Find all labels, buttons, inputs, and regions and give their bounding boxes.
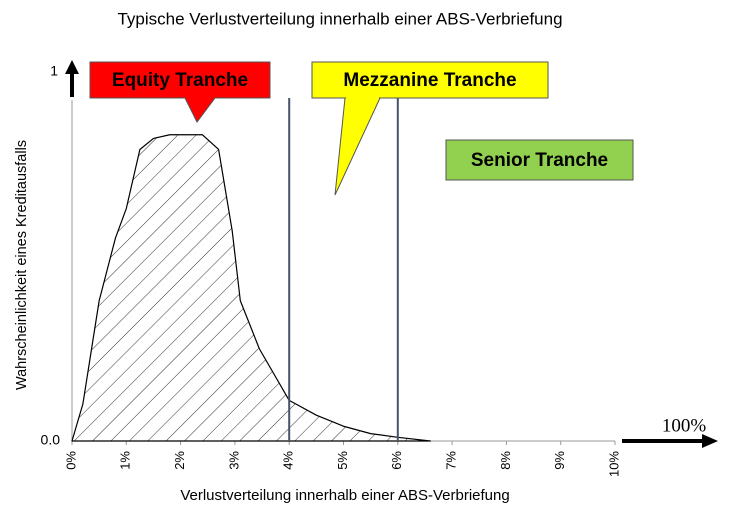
callout-text: Mezzanine Tranche [343, 70, 516, 91]
x-tick-label: 7% [444, 451, 459, 470]
y-tick-label: 0.0 [41, 432, 61, 448]
y-tick-label: 1 [50, 63, 58, 79]
callouts: Equity Tranche Mezzanine Tranche Senior Tr… [89, 61, 634, 196]
x-tick-label: 2% [172, 451, 187, 470]
x-axis-label: Verlustverteilung innerhalb einer ABS-Ve… [180, 487, 509, 504]
callout-text: Equity Tranche [112, 70, 248, 91]
x-tick-label: 3% [226, 451, 241, 470]
y-arrowhead [65, 60, 79, 74]
area [71, 134, 431, 442]
x-tick-label: 4% [281, 451, 296, 470]
y-axis-label: Wahrscheinlichkeit eines Kreditausfalls [14, 140, 30, 390]
x-tick-label: 1% [118, 451, 133, 470]
x-arrowhead [702, 434, 718, 448]
x-tick-label: 5% [335, 451, 350, 470]
x-end-label: 100% [662, 415, 707, 436]
callout-box [311, 61, 549, 99]
callout-box [89, 61, 271, 99]
callout-text: Senior Tranche [471, 150, 608, 171]
x-tick-label: 8% [498, 451, 513, 470]
x-tick-label: 0% [63, 451, 78, 470]
x-tick-label: 6% [389, 451, 404, 470]
chart-title: Typische Verlustverteilung innerhalb ein… [117, 9, 562, 28]
x-tick-label: 9% [552, 451, 567, 470]
callout-pointer [184, 97, 216, 123]
callout-pointer [334, 97, 381, 196]
callout-box [445, 139, 634, 181]
x-tick-label: 10% [606, 451, 621, 477]
